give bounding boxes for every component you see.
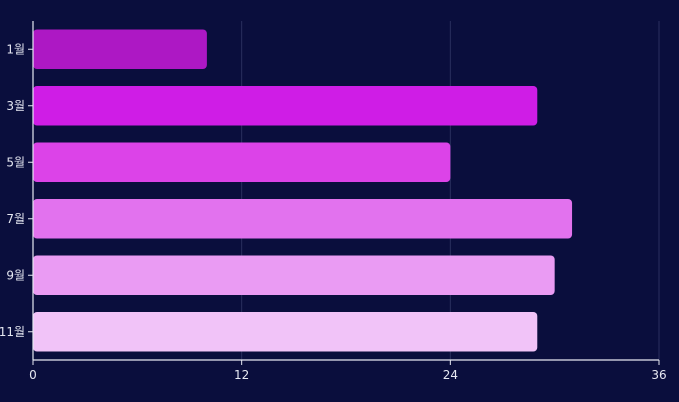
- x-tick-label: 0: [29, 368, 37, 382]
- axes: [28, 21, 660, 365]
- y-tick-label: 9월: [6, 268, 25, 282]
- y-tick-label: 3월: [6, 99, 25, 113]
- x-tick-label: 12: [234, 368, 249, 382]
- bar[interactable]: [33, 142, 451, 183]
- grid-lines: [241, 21, 660, 360]
- y-tick-label: 1월: [6, 42, 25, 56]
- bar[interactable]: [33, 255, 555, 296]
- y-tick-labels: 1월 3월 5월 7월 9월 11월: [0, 42, 25, 339]
- bar[interactable]: [33, 198, 573, 239]
- x-tick-label: 36: [651, 368, 666, 382]
- y-tick-label: 7월: [6, 212, 25, 226]
- bar[interactable]: [33, 311, 538, 352]
- x-tick-label: 24: [443, 368, 458, 382]
- bar[interactable]: [33, 29, 207, 70]
- x-tick-labels: 0 12 24 36: [29, 368, 666, 382]
- y-tick-label: 11월: [0, 325, 25, 339]
- bars: [33, 29, 573, 352]
- bar[interactable]: [33, 85, 538, 126]
- y-tick-label: 5월: [6, 155, 25, 169]
